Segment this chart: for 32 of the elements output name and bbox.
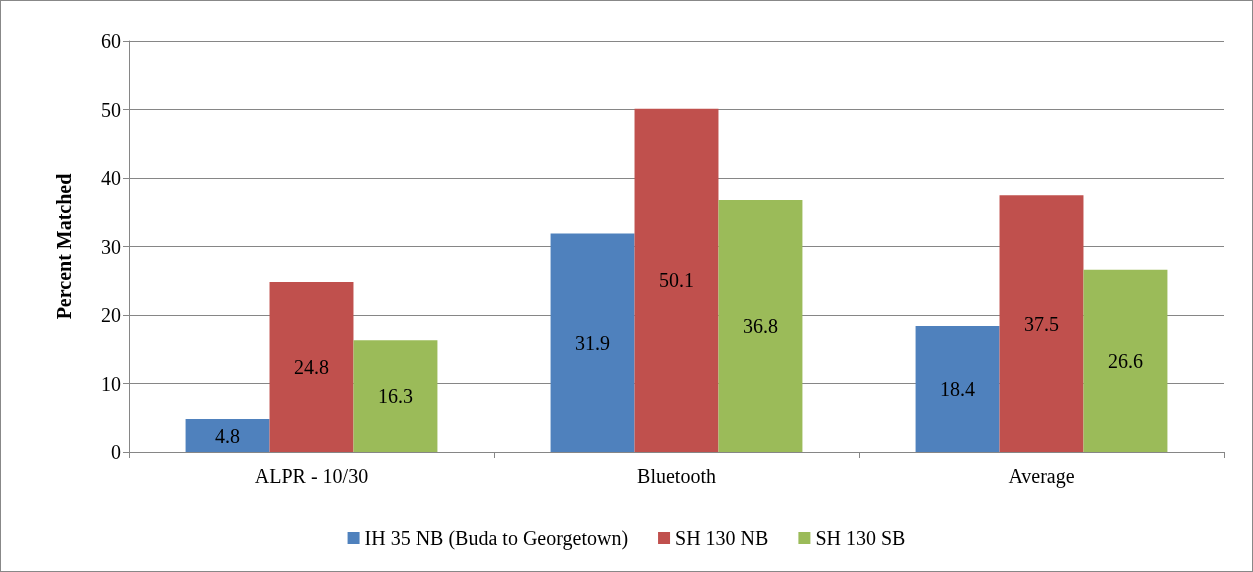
y-tick-label: 40 — [101, 167, 121, 189]
data-label: 18.4 — [940, 377, 976, 400]
bar — [353, 340, 438, 452]
y-tick-label: 0 — [111, 441, 121, 463]
data-label: 24.8 — [294, 356, 329, 379]
y-tick-label: 60 — [101, 30, 121, 52]
bar — [999, 195, 1084, 452]
x-tick-label: Average — [1008, 465, 1075, 488]
x-tick-label: ALPR - 10/30 — [254, 465, 369, 487]
data-label: 26.6 — [1107, 349, 1143, 372]
y-tick-label: 10 — [101, 372, 121, 395]
bar — [185, 419, 270, 452]
y-tick-label: 20 — [101, 304, 121, 326]
legend-label: SH 130 NB — [675, 527, 769, 549]
data-label: 31.9 — [575, 331, 611, 354]
bar — [1083, 269, 1168, 452]
data-label: 50.1 — [659, 269, 694, 292]
legend-label: IH 35 NB (Buda to Georgetown) — [364, 527, 629, 550]
y-tick-label: 50 — [101, 98, 121, 121]
bar — [269, 282, 354, 452]
x-tick-label: Bluetooth — [637, 465, 716, 487]
data-label: 16.3 — [377, 385, 413, 408]
data-label: 37.5 — [1024, 312, 1059, 335]
data-label: 36.8 — [742, 314, 778, 337]
bar — [550, 233, 635, 452]
bar — [634, 108, 719, 452]
bar — [915, 325, 1000, 452]
legend-label: SH 130 SB — [815, 527, 906, 549]
bar — [718, 199, 803, 452]
data-label: 4.8 — [215, 424, 241, 447]
y-tick-label: 30 — [101, 235, 121, 258]
y-axis-title: Percent Matched — [53, 173, 75, 320]
